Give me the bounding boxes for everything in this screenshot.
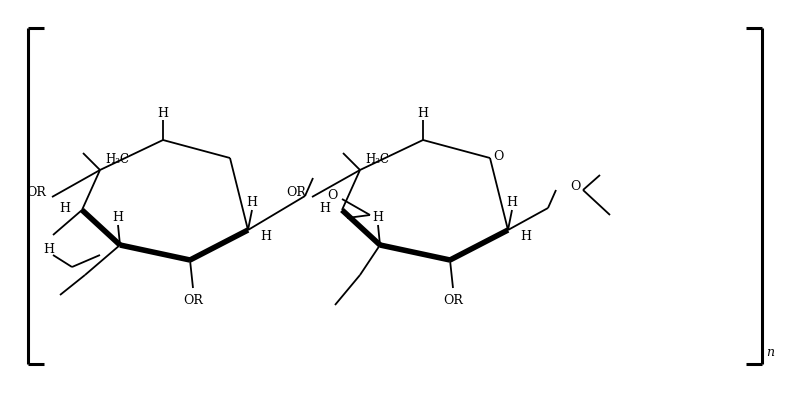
Text: O: O <box>327 188 338 201</box>
Text: H: H <box>520 229 531 242</box>
Text: H: H <box>44 242 54 255</box>
Text: OR: OR <box>286 186 306 199</box>
Text: H: H <box>157 106 168 119</box>
Text: H: H <box>59 201 70 214</box>
Text: H: H <box>247 195 258 208</box>
Text: H₂C: H₂C <box>105 152 129 165</box>
Text: H: H <box>113 210 124 223</box>
Text: H: H <box>260 229 271 242</box>
Text: H₂C: H₂C <box>365 152 389 165</box>
Text: OR: OR <box>26 186 46 199</box>
Text: n: n <box>766 346 774 359</box>
Text: OR: OR <box>443 294 463 307</box>
Text: OR: OR <box>183 294 203 307</box>
Text: O: O <box>493 149 504 162</box>
Text: O: O <box>570 180 580 193</box>
Text: H: H <box>507 195 517 208</box>
Text: H: H <box>373 210 384 223</box>
Text: H: H <box>417 106 429 119</box>
Text: H: H <box>319 201 330 214</box>
